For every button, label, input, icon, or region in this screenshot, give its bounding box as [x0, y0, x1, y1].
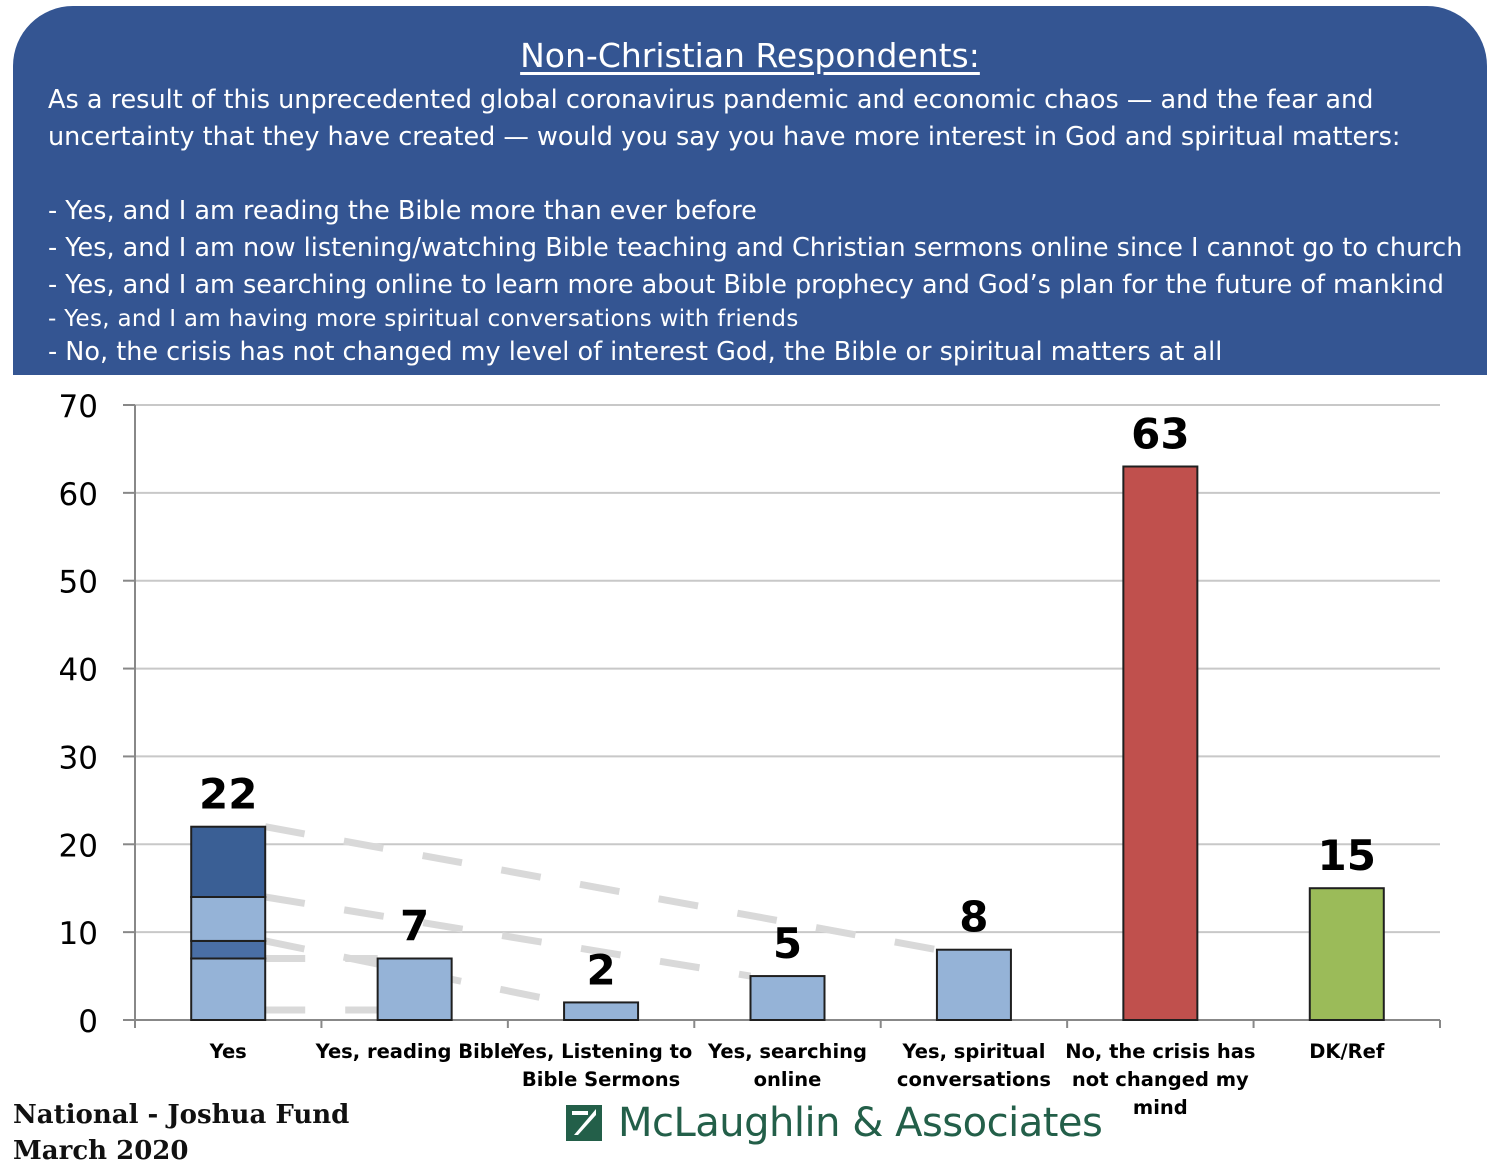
- bar: [935, 948, 1012, 1022]
- category-label: Yes, spiritual: [901, 1040, 1045, 1063]
- data-label: 2: [586, 945, 615, 994]
- logo-mark-icon: [566, 1105, 602, 1141]
- y-tick-label: 30: [59, 740, 98, 776]
- category-label: Yes, searching: [707, 1040, 867, 1063]
- y-tick-label: 0: [78, 1004, 98, 1040]
- header-title: Non-Christian Respondents:: [520, 36, 980, 75]
- data-label: 15: [1318, 831, 1376, 880]
- bar-segment: [190, 939, 267, 960]
- answer-option: - Yes, and I am searching online to lear…: [48, 270, 1444, 300]
- logo-text: McLaughlin & Associates: [618, 1100, 1103, 1146]
- bar: [749, 975, 826, 1021]
- category-label: online: [754, 1068, 822, 1091]
- question-header: Non-Christian Respondents: As a result o…: [13, 6, 1487, 375]
- answer-option: - Yes, and I am now listening/watching B…: [48, 233, 1463, 263]
- y-tick-label: 10: [59, 916, 98, 952]
- bar-segment: [190, 957, 267, 1021]
- source-note: National - Joshua Fund March 2020: [13, 1097, 349, 1169]
- category-label: No, the crisis has: [1065, 1040, 1255, 1063]
- category-label: Yes, reading Bible: [315, 1040, 514, 1063]
- y-tick-label: 40: [59, 653, 98, 689]
- bar: [376, 957, 453, 1021]
- category-label: conversations: [897, 1068, 1051, 1091]
- answer-option: - Yes, and I am having more spiritual co…: [48, 306, 799, 332]
- data-label: 63: [1131, 410, 1189, 459]
- bar-segment: [190, 896, 267, 942]
- y-tick-label: 60: [59, 477, 98, 513]
- category-label: Yes: [209, 1040, 247, 1063]
- survey-question: As a result of this unprecedented global…: [48, 85, 1401, 152]
- category-label: Yes, Listening to: [509, 1040, 693, 1063]
- data-label: 5: [773, 919, 802, 968]
- bar: [563, 1001, 640, 1022]
- connector-line: [264, 823, 938, 954]
- bar: [1308, 887, 1385, 1022]
- connector-line: [264, 893, 752, 980]
- bar-segment: [190, 825, 267, 899]
- data-label: 8: [959, 893, 988, 942]
- category-label: mind: [1133, 1096, 1188, 1119]
- answer-options: - Yes, and I am reading the Bible more t…: [48, 193, 1478, 371]
- answer-option: - No, the crisis has not changed my leve…: [48, 337, 1223, 367]
- data-label: 7: [400, 902, 429, 951]
- category-label: DK/Ref: [1309, 1040, 1385, 1063]
- bar: [1122, 465, 1199, 1021]
- company-logo: McLaughlin & Associates: [566, 1100, 1103, 1146]
- date-line: March 2020: [13, 1136, 189, 1166]
- y-tick-label: 70: [59, 389, 98, 425]
- data-label: 22: [199, 770, 257, 819]
- y-tick-label: 20: [59, 828, 98, 864]
- connector-line: [264, 937, 565, 1006]
- category-label: not changed my: [1072, 1068, 1249, 1091]
- category-label: Bible Sermons: [522, 1068, 680, 1091]
- source-line: National - Joshua Fund: [13, 1100, 350, 1130]
- answer-option: - Yes, and I am reading the Bible more t…: [48, 196, 757, 226]
- y-tick-label: 50: [59, 565, 98, 601]
